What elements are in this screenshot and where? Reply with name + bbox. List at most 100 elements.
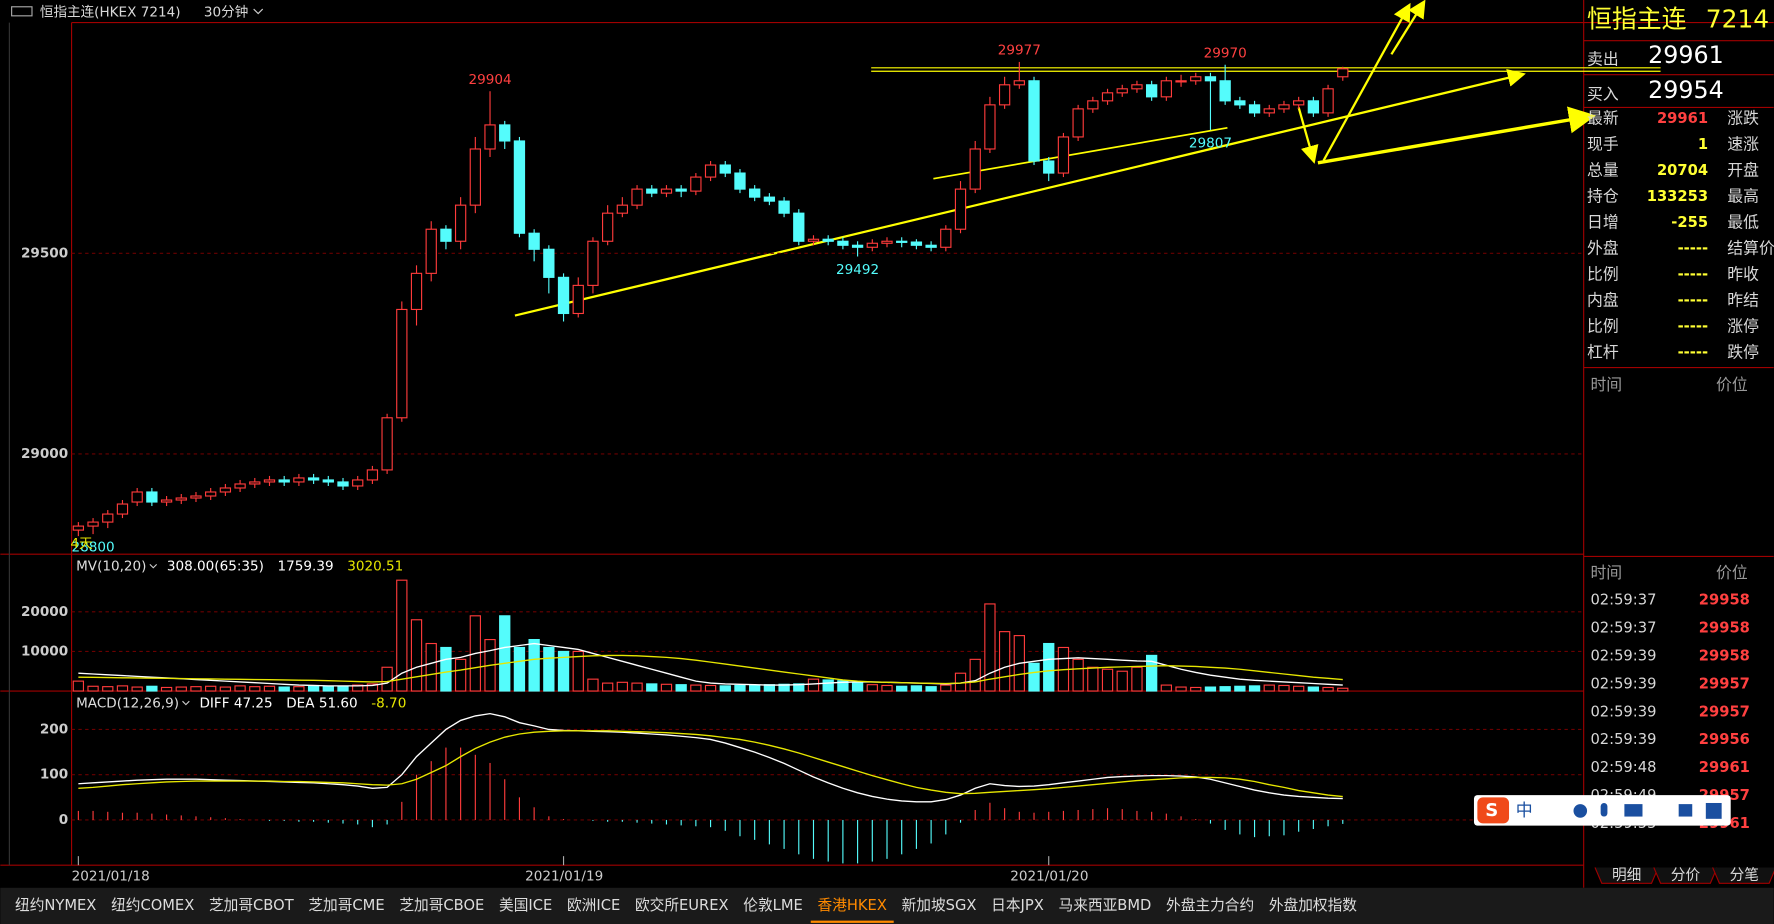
candle-body [440,228,452,242]
tick-price: 29958 [1699,619,1750,636]
candle-body [1248,104,1261,114]
candle-body [896,240,908,243]
volume-bar [704,684,717,692]
panel-tab[interactable]: 分价 [1671,866,1701,883]
volume-bar [146,685,158,692]
quote-label: 涨停 [1727,316,1759,335]
high-label: 29977 [998,43,1041,59]
candle-body [1101,92,1114,102]
candle-body [807,238,820,242]
market-tab[interactable]: 新加坡SGX [902,897,977,914]
volume-bar [1043,642,1055,692]
tick-price: 29961 [1699,759,1750,776]
volume-bar [749,684,761,692]
candle-body [704,164,717,178]
market-tab[interactable]: 日本JPX [991,897,1044,914]
caret [182,700,190,706]
volume-bar [190,686,202,692]
candle-body [1293,100,1305,106]
ime-mode[interactable]: 中 [1516,800,1533,820]
market-tab[interactable]: 伦敦LME [743,897,803,914]
quote-label: 最低 [1727,212,1759,231]
volume-bar [822,679,834,692]
volume-bar [352,684,364,692]
volume-bar [499,615,511,692]
volume-bar [896,685,908,692]
tick-time: 02:59:48 [1590,759,1656,776]
market-tab[interactable]: 芝加哥CBOE [399,897,484,914]
period-select[interactable]: 30分钟 [204,3,248,20]
quote-value: 29961 [1657,110,1708,127]
caret[interactable] [253,8,264,15]
market-tab[interactable]: 芝加哥CBOT [209,897,295,914]
market-tab[interactable]: 香港HKEX [818,897,887,914]
candle-body [102,513,114,523]
candle-body [572,284,584,315]
candle-body [851,244,864,248]
volume-bar [998,631,1011,692]
quote-panel: 恒指主连 7214 卖出 29961 买入 29954 时间 价位 时间 价位 [1583,4,1774,582]
volume-bar [616,681,629,692]
volume-bar [719,685,731,692]
candle-body [734,172,746,190]
volume-bar [1248,685,1261,692]
market-tab[interactable]: 马来西亚BMD [1059,897,1152,914]
candle-body [410,272,423,311]
volume-bar [675,684,687,692]
candle-body [1145,84,1158,98]
ime-toolbar[interactable]: S 中 [1473,795,1731,826]
quote-value: -255 [1671,214,1708,231]
volume-bar [601,682,614,692]
market-tab[interactable]: 外盘加权指数 [1269,896,1357,914]
panel-tab[interactable]: 明细 [1612,866,1641,883]
market-tab[interactable]: 欧洲ICE [567,897,620,914]
volume-bar [1145,654,1158,692]
bid-price: 29954 [1648,76,1724,104]
y-tick-label: 200 [40,721,68,737]
candle-body [881,240,893,244]
candle-body [660,188,673,194]
market-tab[interactable]: 欧交所EUREX [635,896,729,914]
candle-body [205,491,217,497]
quote-label: 结算价 [1727,238,1774,257]
indicator-header: 3020.51 [347,559,403,575]
market-tab[interactable]: 美国ICE [499,897,552,914]
candle-body [219,487,232,493]
y-tick-label: 0 [59,812,68,828]
quote-label: 昨结 [1727,290,1759,309]
quote-label: 日增 [1587,212,1619,231]
market-tab[interactable]: 外盘主力合约 [1166,896,1254,914]
quote-label: 外盘 [1587,238,1619,257]
market-tab[interactable]: 纽约NYMEX [15,897,96,914]
volume-bar [969,658,981,692]
candle-body [719,164,731,174]
market-tab[interactable]: 纽约COMEX [111,897,194,914]
volume-bar [219,686,232,692]
panel-tab-shape [1712,867,1774,884]
candle-body [631,188,643,206]
candle-body [190,495,202,499]
volume-bar [660,683,673,692]
volume-bar [1116,670,1128,692]
volume-bar [543,646,555,692]
volume-bar [1234,685,1246,692]
indicator-header: MACD(12,26,9) [76,695,179,711]
panel-tab[interactable]: 分笔 [1730,866,1759,883]
volume-bar [851,681,864,692]
trade-header: 时间 [1590,375,1622,394]
trade-header: 价位 [1716,375,1748,394]
volume-bar [205,685,217,692]
candle-body [793,212,805,242]
low-label: 29807 [1189,136,1232,152]
volume-bar [1293,685,1305,692]
quote-value: ----- [1678,266,1708,283]
tick-time: 02:59:39 [1590,703,1656,720]
volume-bar [234,685,246,692]
candle-body [278,479,290,483]
volume-bar [440,646,452,692]
candle-body [293,477,305,483]
market-tab[interactable]: 芝加哥CME [308,897,384,914]
candle-body [337,481,349,487]
candle-body [352,479,364,487]
